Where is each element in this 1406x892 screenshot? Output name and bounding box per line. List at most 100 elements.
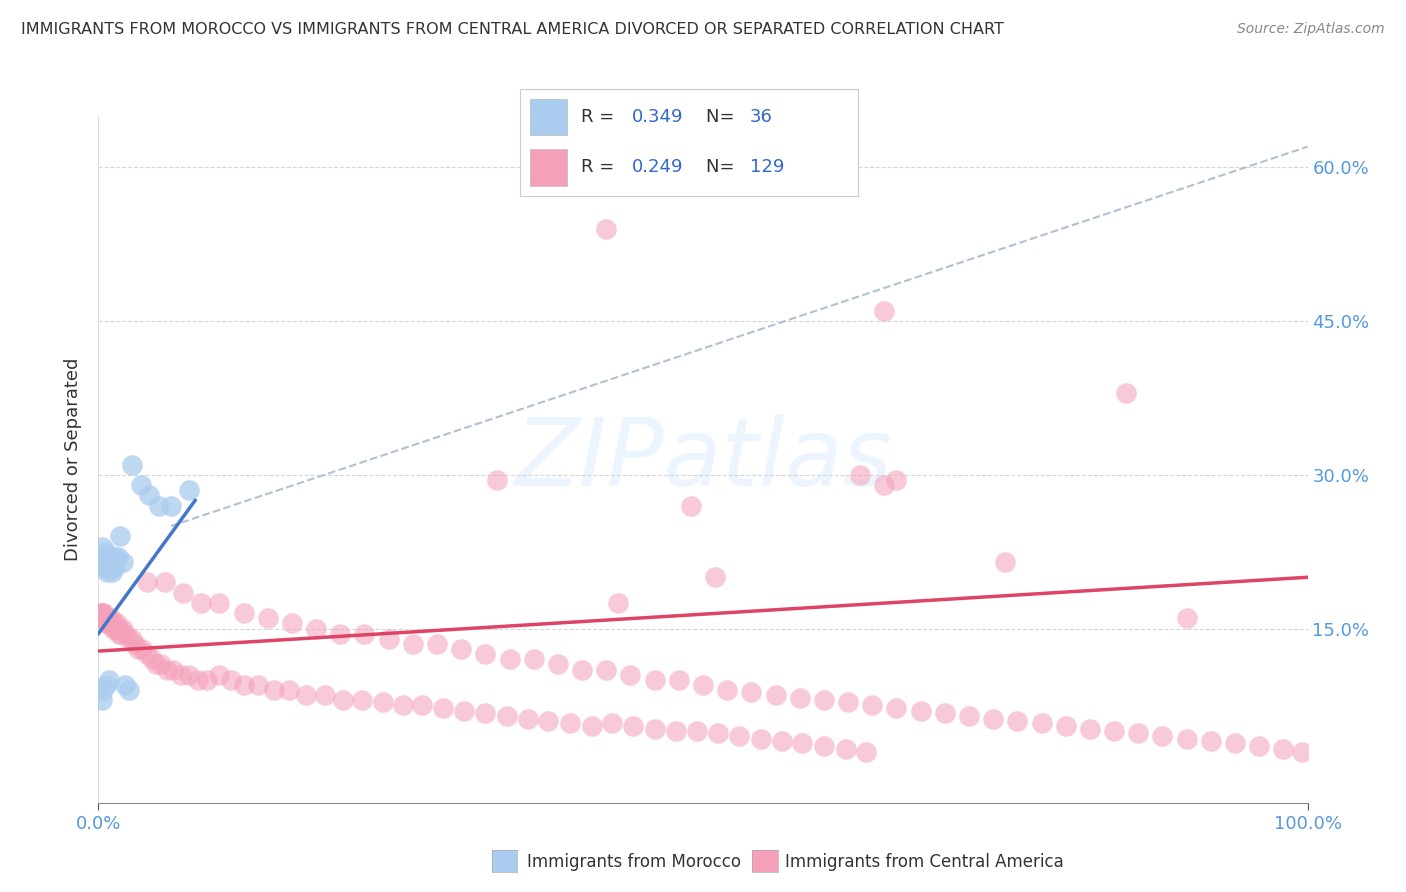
- Point: [621, 719, 644, 733]
- Point: [849, 467, 872, 482]
- Point: [860, 698, 883, 713]
- Point: [837, 695, 859, 709]
- Text: ZIPatlas: ZIPatlas: [515, 414, 891, 505]
- Point: [1128, 726, 1150, 740]
- Y-axis label: Divorced or Separated: Divorced or Separated: [65, 358, 83, 561]
- Point: [127, 642, 149, 657]
- Point: [124, 637, 146, 651]
- Point: [145, 657, 167, 672]
- Point: [450, 642, 472, 657]
- Point: [135, 647, 157, 661]
- Point: [595, 663, 617, 677]
- Point: [179, 483, 201, 497]
- Point: [97, 555, 120, 569]
- Point: [873, 303, 896, 318]
- Point: [100, 611, 122, 625]
- Point: [148, 499, 170, 513]
- Text: N=: N=: [706, 159, 740, 177]
- Point: [314, 688, 336, 702]
- Point: [523, 652, 546, 666]
- Point: [108, 626, 131, 640]
- Text: N=: N=: [706, 108, 740, 126]
- Point: [516, 712, 538, 726]
- Point: [96, 549, 118, 564]
- Point: [96, 565, 118, 579]
- Point: [607, 596, 630, 610]
- Point: [91, 560, 114, 574]
- Point: [792, 736, 814, 750]
- Point: [644, 673, 666, 687]
- Point: [111, 622, 134, 636]
- Point: [547, 657, 569, 672]
- Point: [91, 606, 114, 620]
- Point: [103, 549, 125, 564]
- Bar: [530, 149, 568, 186]
- Point: [263, 683, 285, 698]
- Point: [834, 742, 856, 756]
- Point: [98, 611, 121, 625]
- Point: [187, 673, 209, 687]
- Point: [96, 616, 118, 631]
- Point: [692, 678, 714, 692]
- Point: [97, 616, 120, 631]
- Point: [101, 622, 124, 636]
- Point: [129, 478, 152, 492]
- Point: [208, 667, 231, 681]
- Point: [1223, 736, 1246, 750]
- Text: 36: 36: [749, 108, 772, 126]
- Point: [100, 565, 122, 579]
- Point: [295, 688, 318, 702]
- Point: [496, 708, 519, 723]
- Text: Source: ZipAtlas.com: Source: ZipAtlas.com: [1237, 22, 1385, 37]
- Point: [190, 596, 212, 610]
- Point: [107, 622, 129, 636]
- Point: [121, 632, 143, 646]
- Point: [537, 714, 560, 728]
- Point: [453, 704, 475, 718]
- Text: Immigrants from Morocco: Immigrants from Morocco: [527, 853, 741, 871]
- Point: [110, 626, 132, 640]
- Point: [98, 616, 121, 631]
- Point: [332, 693, 354, 707]
- Point: [1007, 714, 1029, 728]
- Point: [97, 616, 120, 631]
- Point: [392, 698, 415, 713]
- Point: [121, 458, 143, 472]
- Point: [873, 478, 896, 492]
- Point: [749, 732, 772, 747]
- Point: [232, 678, 254, 692]
- Point: [93, 611, 115, 625]
- Point: [104, 560, 127, 574]
- Point: [118, 683, 141, 698]
- Point: [1175, 611, 1198, 625]
- Point: [91, 540, 114, 554]
- Point: [411, 698, 433, 713]
- Point: [96, 555, 118, 569]
- Point: [179, 667, 201, 681]
- Point: [1272, 742, 1295, 756]
- Point: [934, 706, 956, 720]
- Point: [619, 667, 641, 681]
- Point: [770, 734, 793, 748]
- Text: R =: R =: [581, 108, 620, 126]
- Point: [160, 499, 183, 513]
- Point: [232, 606, 254, 620]
- Point: [278, 683, 301, 698]
- Point: [740, 685, 762, 699]
- Point: [108, 529, 131, 543]
- Point: [103, 616, 125, 631]
- Point: [97, 611, 120, 625]
- Point: [111, 555, 134, 569]
- Point: [994, 555, 1017, 569]
- Point: [108, 622, 131, 636]
- Point: [107, 549, 129, 564]
- Point: [104, 622, 127, 636]
- Point: [97, 560, 120, 574]
- Point: [402, 637, 425, 651]
- Point: [706, 726, 728, 740]
- Point: [281, 616, 304, 631]
- Point: [221, 673, 243, 687]
- Point: [377, 632, 399, 646]
- Point: [100, 616, 122, 631]
- Text: 0.349: 0.349: [631, 108, 683, 126]
